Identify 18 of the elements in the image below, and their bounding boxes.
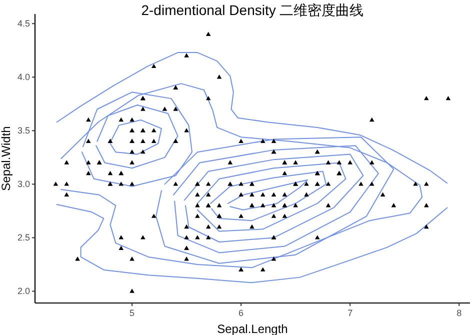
y-tick-label: 3.0 bbox=[17, 179, 30, 190]
y-tick-label: 4.5 bbox=[17, 18, 30, 29]
x-tick-label: 6 bbox=[238, 308, 244, 318]
line-series bbox=[184, 154, 364, 242]
chart-title: 2-dimentional Density 二维密度曲线 bbox=[141, 2, 364, 18]
line-series bbox=[172, 145, 379, 254]
y-tick-label: 4.0 bbox=[17, 72, 30, 82]
y-tick-label: 3.5 bbox=[17, 126, 30, 136]
line-series bbox=[227, 179, 308, 210]
line-series bbox=[96, 104, 178, 169]
x-tick-label: 5 bbox=[130, 308, 135, 318]
y-tick-label: 2.0 bbox=[17, 286, 30, 296]
x-tick-label: 8 bbox=[456, 308, 462, 318]
y-tick-label: 2.5 bbox=[17, 232, 30, 243]
line-series bbox=[56, 204, 448, 284]
x-tick-label: 7 bbox=[348, 308, 353, 318]
line-series bbox=[60, 83, 423, 268]
y-axis-title: Sepal.Width bbox=[0, 126, 13, 191]
